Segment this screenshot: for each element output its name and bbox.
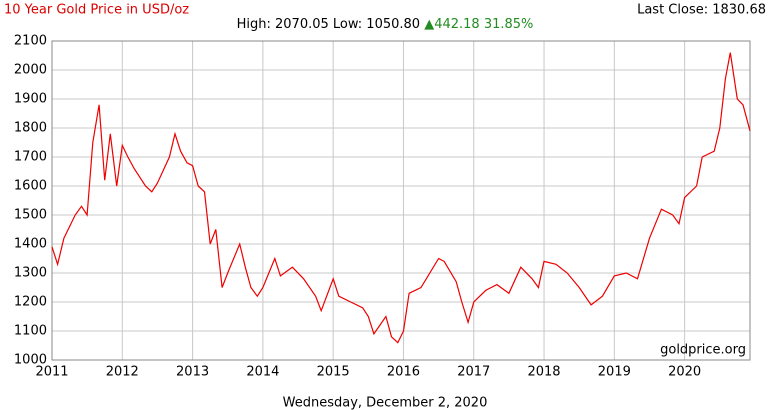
change: ▲442.18 31.85% [424, 17, 533, 32]
x-tick-label: 2020 [668, 365, 701, 380]
x-tick-label: 2014 [246, 365, 279, 380]
y-tick-label: 1800 [14, 121, 47, 136]
x-tick-label: 2012 [106, 365, 139, 380]
x-tick-label: 2011 [35, 365, 68, 380]
x-tick-label: 2017 [457, 365, 490, 380]
x-tick-label: 2019 [598, 365, 631, 380]
high-low: High: 2070.05 Low: 1050.80 [237, 17, 420, 32]
summary-line: High: 2070.05 Low: 1050.80 ▲442.18 31.85… [237, 17, 534, 32]
source: goldprice.org [660, 343, 746, 358]
plot-border [51, 40, 751, 361]
chart-title: 10 Year Gold Price in USD/oz [4, 3, 189, 18]
last-close: Last Close: 1830.68 [637, 3, 766, 18]
date: Wednesday, December 2, 2020 [283, 396, 488, 410]
y-tick-label: 1300 [14, 266, 47, 281]
y-tick-label: 1700 [14, 150, 47, 165]
x-tick-label: 2013 [176, 365, 209, 380]
y-tick-label: 2000 [14, 63, 47, 78]
y-tick-label: 1200 [14, 295, 47, 310]
y-tick-label: 1400 [14, 237, 47, 252]
y-tick-label: 2100 [14, 34, 47, 49]
x-tick-label: 2015 [317, 365, 350, 380]
y-tick-label: 1100 [14, 324, 47, 339]
y-tick-label: 1900 [14, 92, 47, 107]
y-tick-label: 1000 [14, 353, 47, 368]
y-tick-label: 1600 [14, 179, 47, 194]
y-tick-label: 1500 [14, 208, 47, 223]
x-tick-label: 2016 [387, 365, 420, 380]
price-line [51, 52, 751, 344]
x-tick-label: 2018 [527, 365, 560, 380]
